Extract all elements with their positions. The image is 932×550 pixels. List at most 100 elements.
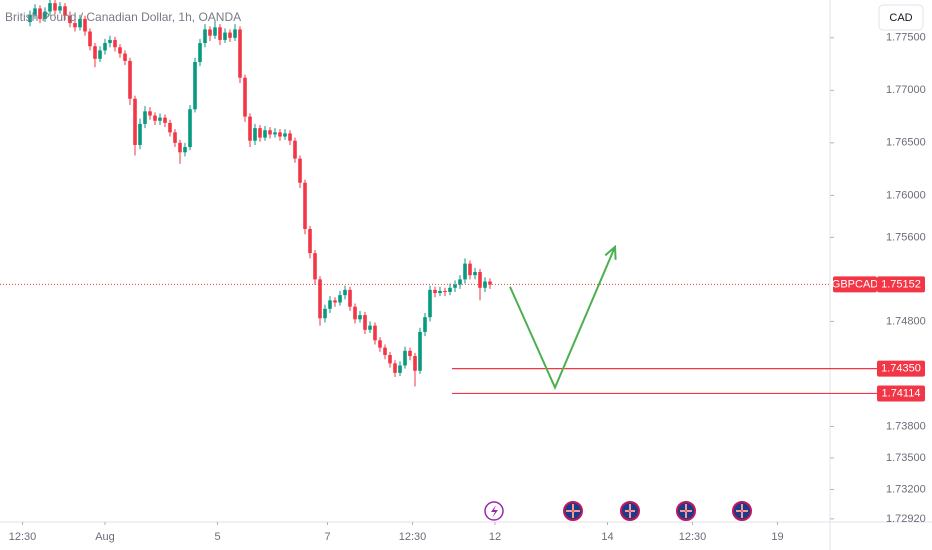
candle-body	[238, 29, 242, 78]
candle-body	[273, 132, 277, 135]
candle-body	[63, 6, 67, 16]
candle-body	[343, 289, 347, 296]
candle-body	[208, 29, 212, 36]
flag-icons	[563, 501, 752, 521]
y-tick-label: 1.76500	[886, 137, 926, 149]
y-tick-label: 1.73800	[886, 420, 926, 432]
candle-body	[368, 325, 372, 330]
x-tick-label: 5	[214, 531, 220, 543]
candle-body	[88, 31, 92, 47]
candle-body	[253, 128, 257, 141]
event-icons	[484, 501, 752, 521]
y-tick-label: 1.77000	[886, 84, 926, 96]
candle-body	[458, 279, 462, 285]
candle-body	[188, 109, 192, 148]
currency-button[interactable]	[878, 4, 924, 31]
candle-body	[158, 117, 162, 121]
candle-body	[83, 18, 87, 32]
flag-cross-red	[566, 504, 748, 518]
y-tick-label: 1.76000	[886, 189, 926, 201]
candle-body	[168, 122, 172, 133]
candle-body	[453, 284, 457, 288]
candle-body	[93, 46, 97, 59]
candle-body	[243, 77, 247, 117]
candle-body	[463, 263, 467, 280]
candle-body	[203, 29, 207, 44]
candle-body	[248, 116, 252, 141]
candle-body	[28, 14, 32, 23]
candle-body	[403, 350, 407, 366]
candle-body	[358, 315, 362, 320]
candle-body	[78, 18, 82, 28]
candle-body	[313, 253, 317, 280]
candle-body	[58, 6, 62, 11]
candle-body	[228, 32, 232, 38]
candle-body	[473, 272, 477, 276]
candle-body	[68, 15, 72, 24]
candle-body	[323, 308, 327, 319]
candle-body	[338, 295, 342, 303]
candle-body	[318, 279, 322, 319]
candle-body	[163, 117, 167, 123]
candle-body	[118, 47, 122, 54]
candle-body	[428, 289, 432, 318]
projection-arrow	[509, 246, 616, 391]
candle-body	[388, 355, 392, 364]
candle-body	[288, 133, 292, 141]
x-tick-label: 12	[489, 531, 501, 543]
chart-title: British Pound / Canadian Dollar, 1h, OAN…	[5, 10, 241, 24]
x-tick-label: Aug	[95, 531, 115, 543]
candle-body	[133, 98, 137, 145]
candle-body	[383, 347, 387, 356]
arrow-head	[604, 244, 617, 260]
candle-body	[223, 32, 227, 40]
candle-body	[143, 111, 147, 124]
candle-body	[348, 289, 352, 307]
x-tick-label: 12:30	[9, 531, 37, 543]
candle-body	[128, 60, 132, 99]
candle-body	[418, 331, 422, 371]
currency-label[interactable]: CAD	[889, 12, 912, 24]
candle-body	[433, 289, 437, 294]
candle-body	[393, 363, 397, 373]
candle-body	[333, 300, 337, 303]
candle-body	[328, 300, 332, 309]
candle-body	[73, 23, 77, 28]
candle-body	[408, 350, 412, 357]
candle-body	[198, 43, 202, 62]
candle-body	[468, 263, 472, 276]
candle-body	[218, 27, 222, 40]
level-box	[877, 385, 925, 402]
candle-body	[478, 272, 482, 288]
symbol-label: GBPCAD	[832, 278, 879, 290]
candle-body	[303, 182, 307, 229]
candle-body	[413, 356, 417, 371]
candle-body	[153, 115, 157, 121]
x-tick-label: 19	[771, 531, 783, 543]
candle-body	[378, 340, 382, 348]
candle-body	[258, 128, 262, 138]
candle-body	[283, 133, 287, 137]
candle-body	[108, 39, 112, 44]
candle-body	[113, 39, 117, 48]
candle-body	[268, 130, 272, 135]
x-tick-label: 12:30	[399, 531, 427, 543]
candle-body	[33, 8, 37, 15]
x-tick-label: 7	[324, 531, 330, 543]
lightning	[491, 505, 498, 518]
y-tick-label: 1.72920	[886, 513, 926, 525]
candle-body	[438, 290, 442, 294]
y-tick-label: 1.73500	[886, 452, 926, 464]
candle-body	[308, 228, 312, 254]
last-price-label: 1.75152	[881, 278, 921, 290]
candle-body	[213, 27, 217, 36]
candle-body	[148, 111, 152, 116]
candle-body	[278, 132, 282, 137]
candle-body	[483, 281, 487, 288]
candle-body	[183, 147, 187, 153]
candle-body	[353, 306, 357, 320]
candle-body	[423, 317, 427, 332]
candle-body	[193, 61, 197, 110]
